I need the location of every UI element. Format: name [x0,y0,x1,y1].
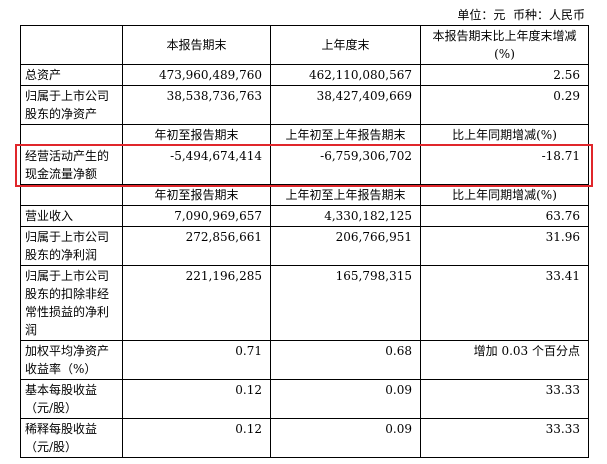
value-cell: 63.76 [420,205,589,227]
value-cell: 272,856,661 [122,226,271,266]
value-cell: -18.71 [420,145,589,185]
header-cell: 年初至报告期末 [122,124,271,146]
row-label: 归属于上市公司股东的净利润 [20,226,123,266]
table-row: 稀释每股收益（元/股） 0.12 0.09 33.33 [20,418,589,458]
table-body: 本报告期末 上年度末 本报告期末比上年度末增减(%) 总资产 473,960,489,7… [20,25,589,458]
value-cell: 33.33 [420,379,589,419]
row-label: 稀释每股收益（元/股） [20,418,123,458]
table-row: 经营活动产生的现金流量净额 -5,494,674,414 -6,759,306,70… [20,145,589,185]
value-cell: 0.12 [122,379,271,419]
header-cell: 本报告期末 [122,25,271,65]
table-row: 归属于上市公司股东的净利润 272,856,661 206,766,951 31.96 [20,226,589,266]
table-row: 本报告期末 上年度末 本报告期末比上年度末增减(%) [20,25,589,65]
value-cell: 增加 0.03 个百分点 [420,340,589,380]
value-cell: 31.96 [420,226,589,266]
value-cell: 221,196,285 [122,265,271,341]
header-cell: 年初至报告期末 [122,184,271,206]
value-cell: 206,766,951 [270,226,421,266]
header-cell: 比上年同期增减(%) [420,124,589,146]
row-label: 经营活动产生的现金流量净额 [20,145,123,185]
value-cell: 38,427,409,669 [270,85,421,125]
value-cell: 33.33 [420,418,589,458]
table-row: 年初至报告期末 上年初至上年报告期末 比上年同期增减(%) [20,184,589,206]
row-label: 归属于上市公司股东的净资产 [20,85,123,125]
header-cell: 上年度末 [270,25,421,65]
header-cell: 上年初至上年报告期末 [270,184,421,206]
value-cell: 0.12 [122,418,271,458]
value-cell: 0.29 [420,85,589,125]
value-cell: 33.41 [420,265,589,341]
table-row: 总资产 473,960,489,760 462,110,080,567 2.56 [20,64,589,86]
row-label: 加权平均净资产收益率（%） [20,340,123,380]
value-cell: 4,330,182,125 [270,205,421,227]
table-row: 年初至报告期末 上年初至上年报告期末 比上年同期增减(%) [20,124,589,146]
value-cell: 0.09 [270,418,421,458]
value-cell: 0.09 [270,379,421,419]
row-label: 归属于上市公司股东的扣除非经常性损益的净利润 [20,265,123,341]
unit-note: 单位：元 币种：人民币 [457,8,585,22]
table-row: 归属于上市公司股东的扣除非经常性损益的净利润 221,196,285 165,798… [20,265,589,341]
highlight-box [15,143,593,187]
table-row: 归属于上市公司股东的净资产 38,538,736,763 38,427,409,66… [20,85,589,125]
value-cell: 0.68 [270,340,421,380]
header-cell: 比上年同期增减(%) [420,184,589,206]
value-cell: 0.71 [122,340,271,380]
row-label: 营业收入 [20,205,123,227]
header-cell: 上年初至上年报告期末 [270,124,421,146]
table-row: 营业收入 7,090,969,657 4,330,182,125 63.76 [20,205,589,227]
value-cell: 38,538,736,763 [122,85,271,125]
value-cell: -5,494,674,414 [122,145,271,185]
header-cell: 本报告期末比上年度末增减(%) [420,25,589,65]
value-cell: 2.56 [420,64,589,86]
value-cell: 165,798,315 [270,265,421,341]
value-cell: 462,110,080,567 [270,64,421,86]
table-row: 加权平均净资产收益率（%） 0.71 0.68 增加 0.03 个百分点 [20,340,589,380]
data-table: 本报告期末 上年度末 本报告期末比上年度末增减(%) 总资产 473,960,489,7… [20,25,589,458]
empty-cell [20,25,123,65]
value-cell: 7,090,969,657 [122,205,271,227]
table-row: 基本每股收益（元/股） 0.12 0.09 33.33 [20,379,589,419]
row-label: 总资产 [20,64,123,86]
empty-cell [20,124,123,146]
empty-cell [20,184,123,206]
row-label: 基本每股收益（元/股） [20,379,123,419]
value-cell: 473,960,489,760 [122,64,271,86]
value-cell: -6,759,306,702 [270,145,421,185]
